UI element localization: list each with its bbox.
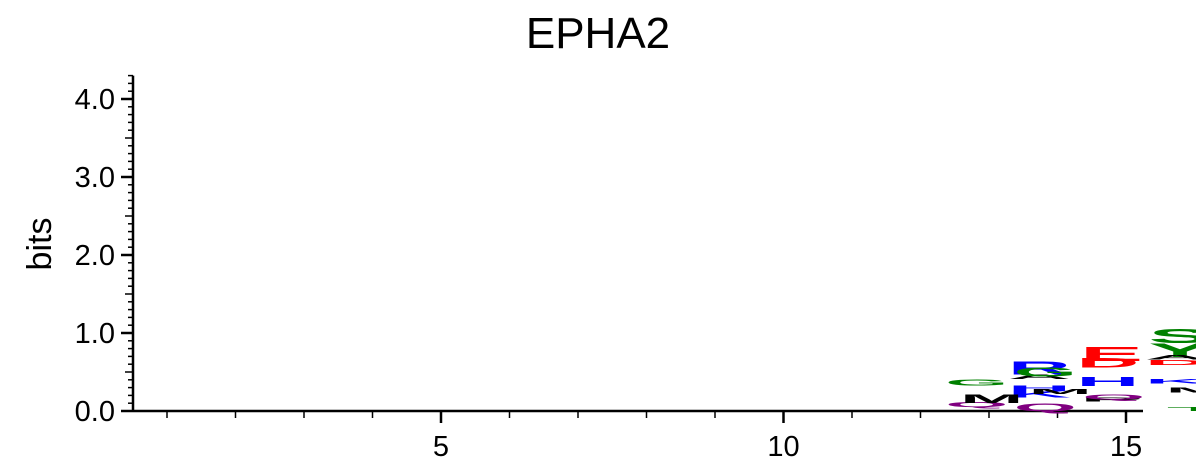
logo-glyph-Y: Y xyxy=(1148,340,1196,362)
logo-glyph-D: D xyxy=(1145,358,1196,366)
logo-column-1: TQPKHGARE xyxy=(945,343,1196,412)
logo-glyph-stacks: TQPKHGAREQMLHGDYSVSQMLKIFEDATPDKAPRPNMLI… xyxy=(945,325,1196,414)
logo-glyph-G: G xyxy=(945,378,1008,388)
x-tick-label: 5 xyxy=(433,431,449,463)
y-axis-label: bits xyxy=(21,218,59,271)
x-tick-label: 15 xyxy=(1110,431,1142,463)
logo-glyph-R: R xyxy=(1008,358,1071,378)
y-tick-label: 3.0 xyxy=(75,162,115,194)
logo-glyph-M: M xyxy=(1166,386,1196,394)
logo-column-3: VSQMLKIFEDA xyxy=(1029,354,1196,401)
chart-title: EPHA2 xyxy=(526,9,670,58)
logo-glyph-M: M xyxy=(960,393,1023,406)
y-tick-label: 4.0 xyxy=(75,84,115,116)
logo-glyph-M: M xyxy=(1029,387,1092,395)
logo-glyph-A: A xyxy=(1008,373,1071,380)
y-tick-label: 2.0 xyxy=(75,240,115,272)
y-tick-label: 0.0 xyxy=(75,396,115,428)
logo-column-5: RPNMLIGAEP xyxy=(1166,386,1196,394)
y-tick-label: 1.0 xyxy=(75,318,115,350)
logo-glyph-Q: Q xyxy=(1082,393,1145,401)
logo-glyph-H: H xyxy=(1076,375,1139,389)
logo-glyph-E: E xyxy=(1080,343,1143,366)
logo-glyph-K: K xyxy=(1008,389,1071,400)
logo-glyph-S: S xyxy=(1148,325,1196,348)
logo-glyph-T: T xyxy=(1167,406,1196,412)
logo-glyph-A: A xyxy=(1145,354,1196,361)
logo-glyph-P: P xyxy=(1080,397,1143,403)
axes: 0.0 1.0 2.0 3.0 4.0 5 10 15 xyxy=(75,74,1143,463)
x-tick-label: 10 xyxy=(767,431,799,463)
logo-glyph-Q: Q xyxy=(945,400,1008,408)
logo-glyph-Q: Q xyxy=(1014,401,1077,413)
logo-glyph-K: K xyxy=(1145,378,1196,385)
logo-column-2: QMLHGDYS xyxy=(960,325,1196,414)
logo-glyph-G: G xyxy=(1014,365,1077,379)
logo-glyph-D: D xyxy=(1076,355,1139,371)
logo-glyph-H: H xyxy=(1008,384,1071,392)
